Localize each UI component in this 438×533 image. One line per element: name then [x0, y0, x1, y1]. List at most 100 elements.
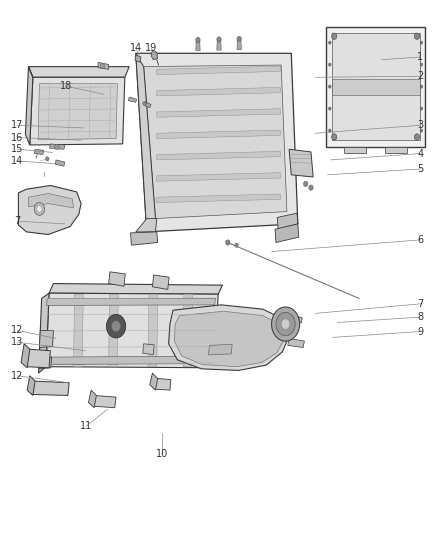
Text: 7: 7	[417, 299, 424, 309]
Polygon shape	[32, 381, 69, 395]
Circle shape	[37, 206, 42, 212]
Polygon shape	[332, 79, 420, 95]
Polygon shape	[148, 294, 158, 367]
Polygon shape	[157, 66, 280, 75]
Circle shape	[420, 63, 423, 66]
Polygon shape	[98, 62, 109, 69]
Polygon shape	[385, 147, 407, 153]
Circle shape	[328, 41, 331, 44]
Polygon shape	[74, 294, 83, 367]
Polygon shape	[55, 160, 65, 166]
Polygon shape	[277, 213, 298, 229]
Text: 16: 16	[11, 133, 24, 142]
Circle shape	[196, 37, 200, 43]
Polygon shape	[157, 87, 280, 96]
Polygon shape	[21, 344, 30, 368]
Polygon shape	[46, 298, 215, 305]
Polygon shape	[28, 67, 129, 77]
Polygon shape	[157, 173, 280, 181]
Polygon shape	[128, 97, 137, 102]
Polygon shape	[109, 272, 125, 286]
Circle shape	[100, 63, 105, 69]
Circle shape	[55, 144, 59, 150]
Text: 13: 13	[11, 337, 24, 347]
Polygon shape	[49, 284, 223, 294]
Circle shape	[281, 319, 290, 329]
Text: 15: 15	[11, 144, 24, 154]
Text: 2: 2	[417, 71, 424, 81]
Polygon shape	[157, 194, 280, 203]
Text: 8: 8	[417, 312, 424, 322]
Polygon shape	[292, 316, 302, 323]
Polygon shape	[275, 224, 299, 243]
Text: 3: 3	[417, 120, 424, 130]
Polygon shape	[93, 395, 116, 408]
Polygon shape	[145, 102, 151, 108]
Polygon shape	[196, 40, 200, 51]
Circle shape	[309, 185, 313, 190]
Polygon shape	[237, 39, 241, 50]
Text: 9: 9	[417, 327, 424, 336]
Circle shape	[34, 203, 45, 215]
Text: 12: 12	[11, 371, 24, 381]
Polygon shape	[38, 84, 117, 140]
Text: 14: 14	[11, 156, 24, 166]
Polygon shape	[39, 357, 52, 369]
Polygon shape	[183, 294, 193, 367]
Text: 14: 14	[130, 43, 142, 53]
Polygon shape	[217, 39, 221, 50]
Circle shape	[276, 312, 295, 336]
Polygon shape	[155, 378, 171, 390]
Polygon shape	[135, 55, 141, 62]
Circle shape	[414, 33, 420, 39]
Polygon shape	[143, 344, 154, 354]
Circle shape	[272, 307, 300, 341]
Polygon shape	[157, 151, 280, 160]
Text: 6: 6	[417, 235, 424, 245]
Polygon shape	[169, 305, 289, 370]
Polygon shape	[28, 193, 74, 208]
Polygon shape	[27, 376, 35, 395]
Circle shape	[226, 240, 230, 245]
Polygon shape	[88, 390, 96, 408]
Polygon shape	[288, 338, 304, 348]
Polygon shape	[174, 311, 284, 367]
Circle shape	[217, 37, 221, 42]
Polygon shape	[152, 275, 169, 289]
Circle shape	[414, 134, 420, 140]
Text: 7: 7	[14, 216, 21, 226]
Polygon shape	[150, 373, 158, 390]
Polygon shape	[25, 67, 33, 145]
Circle shape	[420, 41, 423, 44]
Circle shape	[235, 243, 238, 247]
Polygon shape	[136, 219, 157, 232]
Circle shape	[112, 321, 120, 332]
Circle shape	[420, 85, 423, 88]
Polygon shape	[289, 149, 313, 177]
Text: 1: 1	[417, 52, 424, 62]
Polygon shape	[30, 77, 125, 145]
Polygon shape	[144, 65, 287, 219]
Circle shape	[237, 36, 241, 42]
Circle shape	[304, 181, 308, 187]
Circle shape	[46, 157, 49, 161]
Polygon shape	[26, 349, 50, 368]
Text: 4: 4	[417, 149, 424, 158]
Text: 11: 11	[80, 422, 92, 431]
Polygon shape	[46, 356, 215, 365]
Polygon shape	[49, 144, 65, 149]
Circle shape	[420, 107, 423, 110]
Circle shape	[420, 129, 423, 132]
Circle shape	[332, 33, 337, 39]
Polygon shape	[18, 185, 81, 235]
Polygon shape	[136, 53, 298, 232]
Polygon shape	[326, 27, 425, 147]
Circle shape	[106, 314, 126, 338]
Circle shape	[332, 134, 337, 140]
Text: 12: 12	[11, 326, 24, 335]
Polygon shape	[39, 330, 53, 348]
Text: 18: 18	[60, 82, 73, 91]
Polygon shape	[34, 149, 44, 155]
Circle shape	[328, 63, 331, 66]
Text: 5: 5	[417, 164, 424, 174]
